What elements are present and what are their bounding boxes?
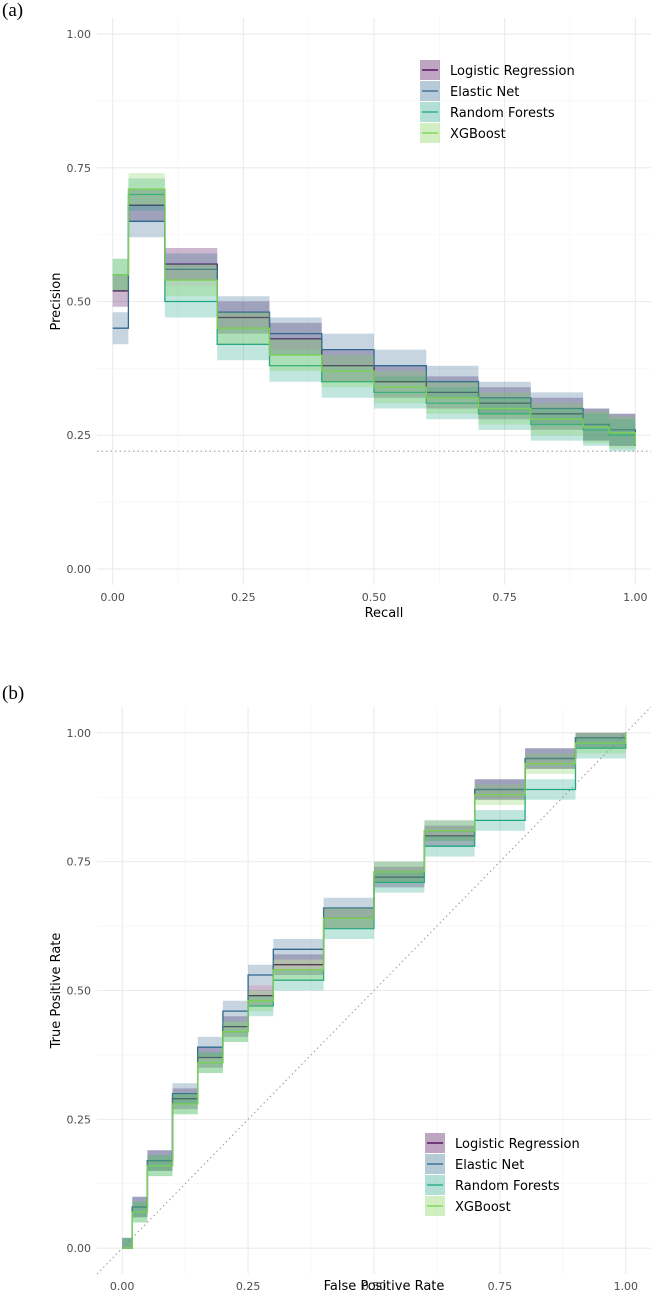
series-line: [112, 193, 636, 446]
series-xgboost: [112, 173, 636, 461]
x-tick-label: 0.25: [231, 591, 256, 604]
legend: Logistic Regression Elastic Net Random For…: [425, 1133, 580, 1216]
series-line: [122, 732, 627, 1249]
legend-label: XGBoost: [455, 1200, 511, 1215]
series-xgboost: [122, 732, 627, 1249]
confidence-ribbon: [112, 178, 636, 462]
x-axis-title: False Positive Rate: [324, 1279, 445, 1294]
precision-recall-chart: 0.00 0.25 0.50 0.75 1.00 0.00 0.25 0.50 0.75 1.00…: [49, 18, 651, 621]
y-tick-label: 0.50: [67, 985, 92, 998]
legend-label: Elastic Net: [455, 1158, 524, 1173]
x-tick-label: 0.50: [362, 1280, 387, 1293]
y-tick-label: 0.75: [67, 856, 92, 869]
legend-label: Random Forests: [450, 106, 555, 121]
confidence-ribbon: [112, 189, 636, 460]
y-tick-label: 0.50: [67, 296, 92, 309]
y-tick-label: 0.75: [67, 162, 92, 175]
x-tick-label: 1.00: [614, 1280, 639, 1293]
y-axis-title: Precision: [49, 272, 64, 330]
gridlines: [97, 18, 651, 585]
series-random-forests: [112, 178, 636, 462]
x-axis-title: Recall: [365, 606, 404, 621]
confidence-ribbon: [112, 205, 636, 457]
legend-label: Random Forests: [455, 1179, 560, 1194]
panel-b-label: (b): [2, 683, 25, 704]
y-tick-label: 0.00: [67, 563, 92, 576]
y-tick-label: 0.25: [67, 429, 92, 442]
gridlines: [97, 707, 651, 1274]
y-tick-label: 1.00: [67, 727, 92, 740]
panel-a-label: (a): [2, 0, 24, 21]
x-tick-label: 0.50: [362, 591, 387, 604]
roc-curve-chart: 0.00 0.25 0.50 0.75 1.00 0.00 0.25 0.50 0.75 1.00…: [49, 706, 651, 1294]
x-tick-label: 0.75: [488, 1280, 513, 1293]
legend-label: Elastic Net: [450, 85, 519, 100]
x-tick-label: 0.00: [110, 1280, 135, 1293]
y-tick-label: 1.00: [67, 28, 92, 41]
x-tick-label: 0.25: [236, 1280, 261, 1293]
x-tick-label: 0.00: [100, 591, 125, 604]
x-tick-label: 1.00: [623, 591, 648, 604]
legend-label: Logistic Regression: [450, 64, 575, 79]
chance-diagonal-line: [96, 706, 651, 1275]
legend-label: XGBoost: [450, 127, 506, 142]
legend-label: Logistic Regression: [455, 1137, 580, 1152]
series-line: [112, 188, 636, 445]
y-tick-label: 0.25: [67, 1113, 92, 1126]
y-tick-label: 0.00: [67, 1242, 92, 1255]
y-axis-title: True Positive Rate: [49, 933, 64, 1050]
x-tick-label: 0.75: [492, 591, 517, 604]
legend: Logistic Regression Elastic Net Random For…: [420, 60, 575, 143]
